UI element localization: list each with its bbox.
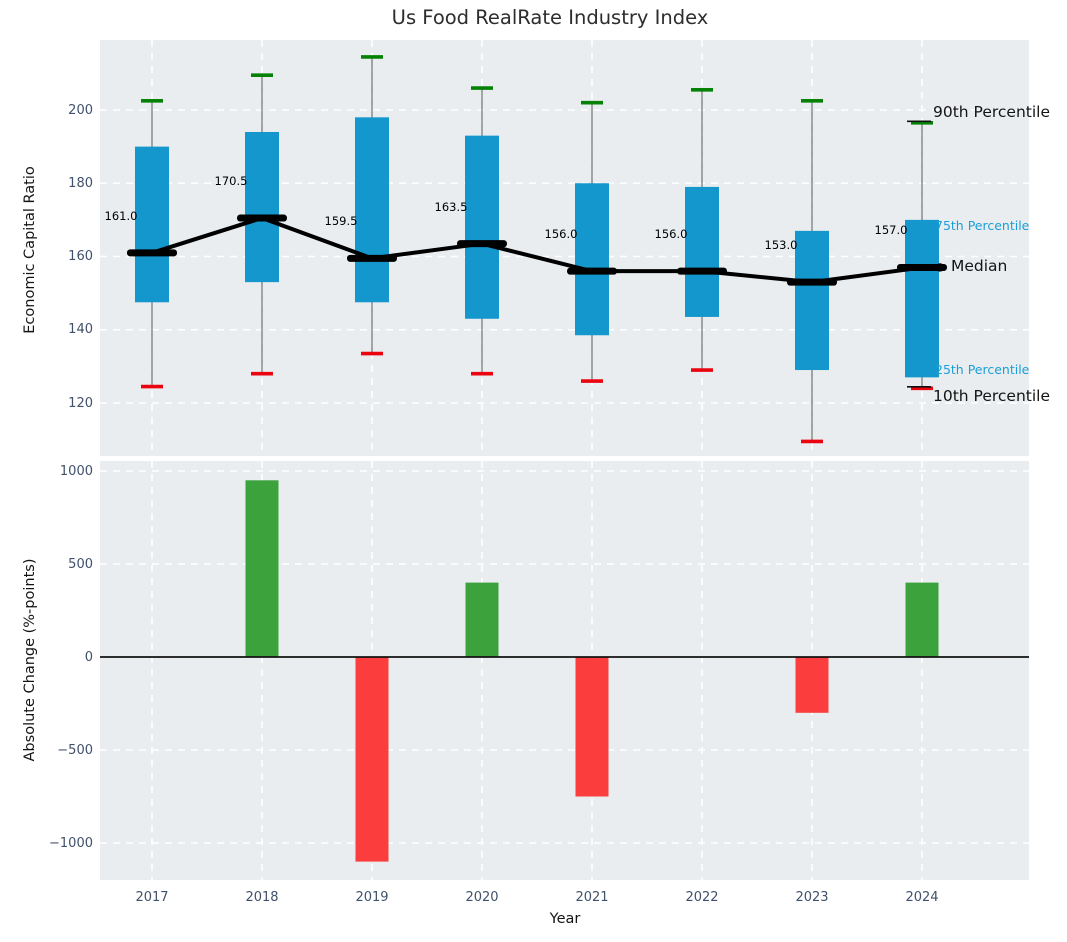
median-value-label-2022: 156.0 xyxy=(654,227,688,242)
bottom-ytick-label: 1000 xyxy=(59,463,93,479)
xtick-label-2024: 2024 xyxy=(905,890,939,905)
bottom-ytick-label: 500 xyxy=(68,556,93,572)
annotation-p10: 10th Percentile xyxy=(933,386,1051,405)
annotation-median: Median xyxy=(951,256,1008,275)
xtick-label-2020: 2020 xyxy=(465,890,499,905)
xtick-label-2018: 2018 xyxy=(245,890,279,905)
top-ytick-label: 180 xyxy=(68,175,93,191)
median-value-label-2018: 170.5 xyxy=(214,174,248,189)
bottom-ytick-label: 0 xyxy=(84,649,93,665)
median-value-label-2021: 156.0 xyxy=(544,227,578,242)
annotation-p75: 75th Percentile xyxy=(935,218,1030,234)
annotation-p90: 90th Percentile xyxy=(933,103,1051,122)
bottom-ytick-label: −1000 xyxy=(49,835,93,851)
bottom-ytick-label: −500 xyxy=(57,742,93,758)
top-ytick-label: 200 xyxy=(68,102,93,118)
median-value-label-2020: 163.5 xyxy=(434,199,468,214)
median-value-label-2023: 153.0 xyxy=(764,238,798,253)
page-title: Us Food RealRate Industry Index xyxy=(391,6,709,29)
median-value-label-2024: 157.0 xyxy=(874,223,908,238)
xtick-label-2019: 2019 xyxy=(355,890,389,905)
bottom-panel-background xyxy=(100,461,1029,880)
xtick-label-2023: 2023 xyxy=(795,890,829,905)
xtick-label-2021: 2021 xyxy=(575,890,609,905)
top-panel-background xyxy=(100,40,1029,456)
top-ytick-label: 120 xyxy=(68,395,93,411)
top-ytick-label: 160 xyxy=(68,249,93,264)
median-value-label-2019: 159.5 xyxy=(324,214,358,229)
bottom-y-axis-label: Absolute Change (%-points) xyxy=(22,558,38,762)
x-axis-label: Year xyxy=(549,911,581,927)
median-value-label-2017: 161.0 xyxy=(104,208,138,223)
xtick-label-2017: 2017 xyxy=(135,890,169,905)
annotation-p25: 25th Percentile xyxy=(935,361,1030,377)
top-y-axis-label: Economic Capital Ratio xyxy=(22,166,38,334)
xtick-label-2022: 2022 xyxy=(685,890,719,905)
top-ytick-label: 140 xyxy=(68,322,93,338)
